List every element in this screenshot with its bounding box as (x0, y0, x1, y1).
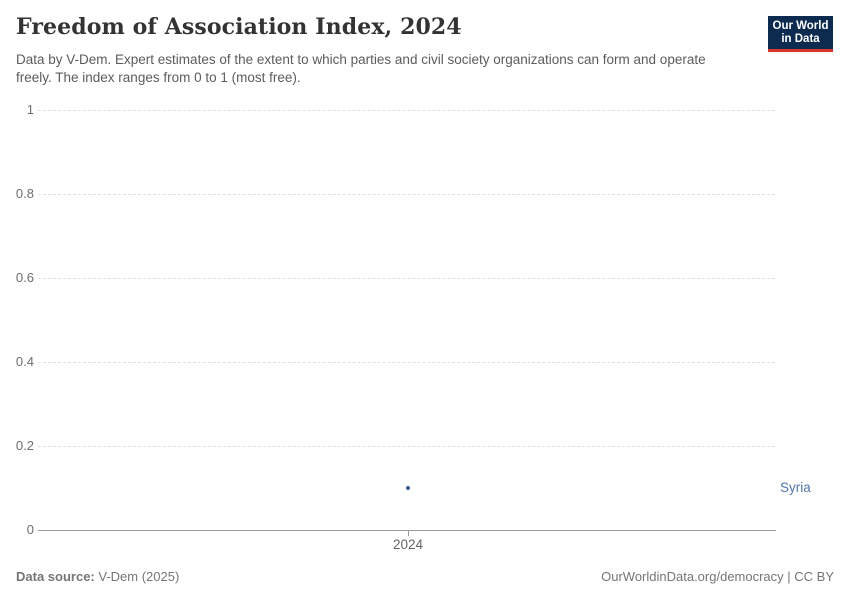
data-source-label: Data source: (16, 569, 95, 584)
data-point-syria[interactable] (406, 486, 410, 490)
y-axis-tick-label: 0.4 (15, 354, 34, 369)
footer-license-link[interactable]: OurWorldinData.org/democracy | CC BY (601, 569, 834, 584)
data-source-value: V-Dem (2025) (94, 569, 180, 584)
entity-label-syria[interactable]: Syria (780, 480, 811, 495)
x-axis-tick (408, 530, 409, 536)
y-axis-tick-label: 0 (26, 522, 34, 537)
data-source-note: Data source: V-Dem (2025) (16, 569, 179, 584)
y-axis-tick-label: 1 (26, 102, 34, 117)
plot-area (38, 110, 776, 540)
y-axis: 0 0.2 0.4 0.6 0.8 1 (0, 102, 34, 540)
y-axis-tick-label: 0.2 (15, 438, 34, 453)
y-gridline (38, 362, 775, 363)
y-axis-tick-label: 0.8 (15, 186, 34, 201)
logo-text-line2: in Data (781, 33, 820, 45)
y-gridline (38, 194, 775, 195)
logo-text-line1: Our World (772, 20, 829, 32)
y-gridline (38, 446, 775, 447)
y-gridline (38, 278, 775, 279)
x-axis-baseline (38, 530, 776, 531)
y-axis-tick-label: 0.6 (15, 270, 34, 285)
chart-subtitle: Data by V-Dem. Expert estimates of the e… (16, 52, 706, 85)
x-axis-tick-label: 2024 (392, 537, 424, 552)
y-gridline (38, 110, 775, 111)
owid-logo[interactable]: Our World in Data (768, 16, 833, 52)
page-title: Freedom of Association Index, 2024 (16, 14, 462, 40)
